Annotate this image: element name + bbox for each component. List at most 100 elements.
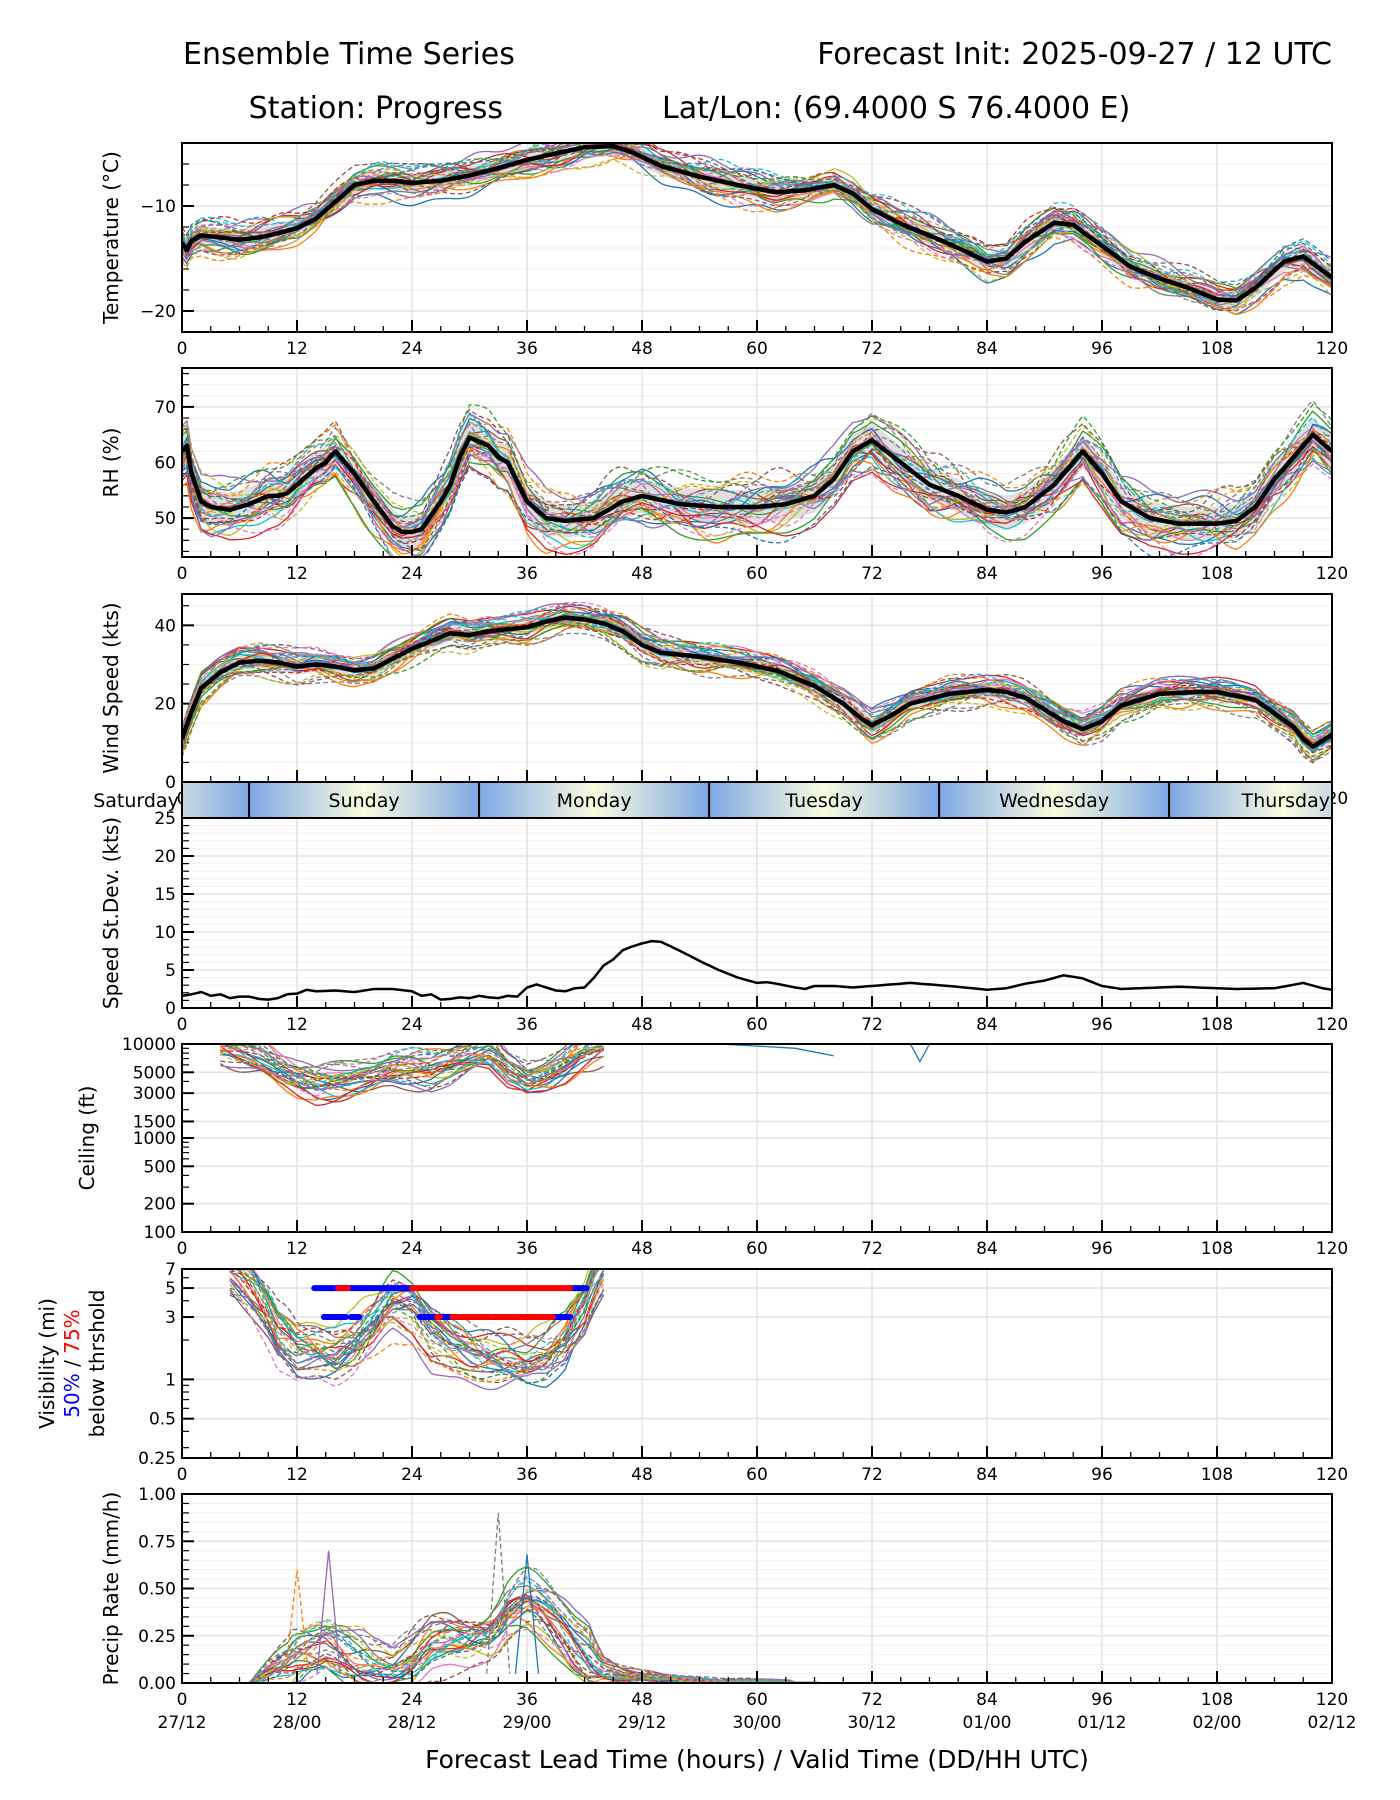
x-axis-label: Forecast Lead Time (hours) / Valid Time … [425, 1745, 1089, 1774]
member-line [182, 143, 1332, 300]
panel-temperature: −10 −200 12 24 36 48 60 72 84 96 108 120 Temperature… [99, 142, 1348, 359]
member-line [182, 143, 1332, 295]
plot-area [182, 939, 1332, 1001]
member-line [182, 143, 1332, 295]
panel-rh: 50 60 70 0 12 24 36 48 60 72 84 96 108 120 RH (%) [99, 367, 1348, 584]
x-date-label: 30/12 [848, 1713, 897, 1733]
x-tick-label: 48 [631, 564, 653, 584]
plot-area [182, 143, 1332, 316]
x-tick-label: 60 [746, 339, 768, 359]
y-tick-label: 0.25 [138, 1627, 176, 1647]
y-tick-label: −20 [140, 302, 176, 322]
legend-sep: / [60, 1354, 84, 1373]
y-tick-label: 200 [144, 1195, 176, 1215]
x-tick-label: 120 [1316, 1690, 1348, 1710]
y-tick-label: 70 [154, 398, 176, 418]
panel-frame [181, 367, 1333, 558]
member-line [182, 1580, 853, 1683]
member-line [182, 445, 1332, 555]
member-line [182, 623, 1332, 763]
member-line [226, 1044, 604, 1086]
y-axis-label: Speed St.Dev. (kts) [99, 817, 123, 1009]
x-tick-label: 108 [1201, 1239, 1233, 1259]
day-segment [709, 782, 940, 818]
day-segment [479, 782, 710, 818]
y-tick-label: 0 [165, 773, 176, 793]
member-line [219, 1056, 605, 1093]
x-tick-label: 48 [631, 1239, 653, 1259]
member-line [182, 603, 1332, 732]
x-tick-label: 96 [1091, 1015, 1113, 1035]
x-date-label: 28/12 [388, 1713, 437, 1733]
member-line [236, 1269, 598, 1358]
x-tick-label: 72 [861, 564, 883, 584]
x-date-label: 29/12 [618, 1713, 667, 1733]
x-tick-label: 12 [286, 339, 308, 359]
member-line [182, 145, 1332, 300]
figure-title: Ensemble Time Series [183, 37, 515, 72]
y-tick-label: 1000 [133, 1129, 176, 1149]
ensemble-mean-line [182, 143, 1332, 303]
panel-frame [181, 142, 1333, 333]
x-tick-label: 96 [1091, 1239, 1113, 1259]
x-tick-label: 120 [1316, 564, 1348, 584]
x-tick-label: 120 [1316, 339, 1348, 359]
y-tick-label: 25 [154, 809, 176, 829]
y-tick-label: 5000 [133, 1063, 176, 1083]
day-segment [249, 782, 480, 818]
x-tick-label: 48 [631, 339, 653, 359]
y-axis-label: Ceiling (ft) [75, 1086, 99, 1191]
x-tick-label: 72 [861, 1465, 883, 1485]
y-tick-label: 0.25 [138, 1449, 176, 1469]
member-line [235, 1269, 597, 1366]
panel-visibility: 0.25 0.5 1 3 57 0 12 24 36 48 60 72 84 96 108 120 Visibi… [35, 1260, 1348, 1485]
member-line [229, 1269, 605, 1385]
x-tick-label: 96 [1091, 564, 1113, 584]
member-line [229, 1274, 605, 1388]
x-tick-label: 108 [1201, 339, 1233, 359]
x-tick-label: 60 [746, 1239, 768, 1259]
y-tick-label: −10 [140, 197, 176, 217]
x-tick-label: 12 [286, 1239, 308, 1259]
x-tick-label: 96 [1091, 1690, 1113, 1710]
member-line [224, 1044, 604, 1073]
day-label: Saturday [93, 790, 179, 812]
y-tick-label: 0.75 [138, 1532, 176, 1552]
x-tick-label: 36 [516, 1015, 538, 1035]
legend-50pct: 50% [60, 1373, 84, 1417]
member-peak [486, 1512, 511, 1674]
plot-area [229, 1269, 605, 1391]
member-line [219, 1046, 604, 1084]
x-tick-label: 12 [286, 1015, 308, 1035]
x-tick-label: 108 [1201, 564, 1233, 584]
day-band: Saturday Sunday Monday Tuesday Wednesday Thur… [93, 781, 1333, 819]
y-tick-label: 60 [154, 454, 176, 474]
x-tick-label: 120 [1316, 1015, 1348, 1035]
x-tick-label: 0 [177, 1015, 188, 1035]
x-tick-label: 12 [286, 1690, 308, 1710]
y-axis-label: Temperature (°C) [99, 151, 123, 325]
x-tick-label: 36 [516, 564, 538, 584]
y-tick-label: 0.50 [138, 1580, 176, 1600]
member-line [255, 1044, 575, 1086]
member-peak [284, 1569, 310, 1674]
x-tick-label: 60 [746, 564, 768, 584]
y-tick-label: 0.00 [138, 1674, 176, 1694]
member-line [236, 1269, 598, 1372]
y-tick-label: 5 [165, 961, 176, 981]
y-tick-label: 7 [165, 1260, 176, 1280]
member-line [182, 622, 1332, 760]
x-tick-label: 108 [1201, 1465, 1233, 1485]
x-tick-label: 48 [631, 1015, 653, 1035]
member-line [182, 449, 1332, 557]
forecast-init: Forecast Init: 2025-09-27 / 12 UTC [817, 37, 1332, 72]
day-label: Thursday [1241, 790, 1330, 812]
y-tick-label: 1.00 [138, 1485, 176, 1505]
panels: −10−200 12 24 36 48 60 72 84 96 108 120Temperature… [35, 142, 1357, 1733]
member-line [182, 430, 1332, 550]
x-tick-label: 0 [177, 1465, 188, 1485]
x-tick-label: 0 [177, 339, 188, 359]
y-tick-label: 10 [154, 923, 176, 943]
member-line [229, 1271, 605, 1383]
